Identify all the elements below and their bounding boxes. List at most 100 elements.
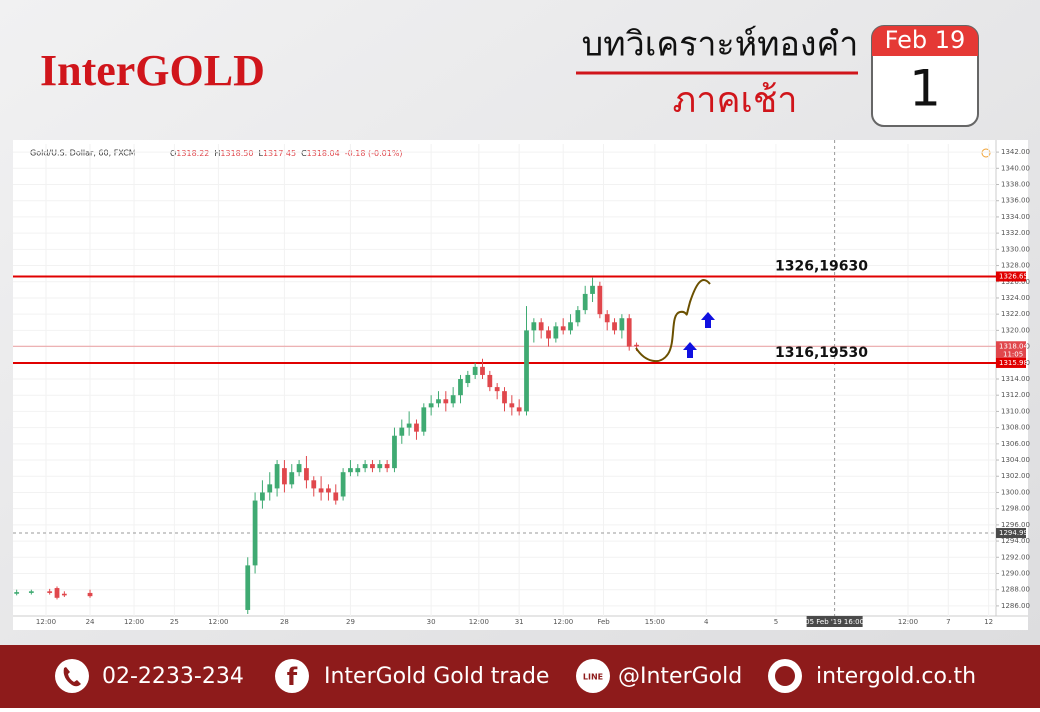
- x-tick-label: 12:00: [553, 618, 573, 626]
- candle-body: [311, 480, 317, 489]
- candle-body: [582, 293, 588, 311]
- legend-key: O: [170, 149, 176, 158]
- footer: 02-2233-234 f InterGold Gold trade LINE …: [0, 645, 1040, 708]
- x-tick-label: 12:00: [36, 618, 56, 626]
- x-tick-label: 12:00: [898, 618, 918, 626]
- x-tick-label: 30: [427, 618, 436, 626]
- footer-phone: 02-2233-234: [102, 664, 244, 689]
- candle-body: [619, 318, 625, 331]
- y-tick-label: 1304.00: [1001, 456, 1030, 464]
- svg-text:LINE: LINE: [583, 673, 603, 682]
- candle-body: [509, 403, 515, 408]
- plot: 1286.00 1288.00 1290.00 1292.00 1294.00 1296.…: [13, 140, 1030, 627]
- candle-body: [289, 472, 295, 485]
- candle-body: [304, 468, 309, 481]
- legend-key: L: [259, 149, 264, 158]
- y-tick-label: 1340.00: [1001, 164, 1030, 172]
- x-tick-label: 28: [280, 618, 289, 626]
- legend-value: 1318.22: [176, 149, 209, 158]
- level-tag-label: 1315.98: [999, 359, 1028, 367]
- chart-panel: [13, 140, 1028, 630]
- candle-body: [531, 322, 537, 331]
- candle-body: [252, 500, 258, 566]
- y-tick-label: 1288.00: [1001, 586, 1030, 594]
- x-tick-label: 12:00: [208, 618, 228, 626]
- legend-key: C: [301, 149, 307, 158]
- up-arrow: [683, 342, 697, 358]
- x-tick-label: 31: [515, 618, 524, 626]
- candle-body: [487, 374, 493, 388]
- candle-body: [604, 314, 610, 323]
- candle-body: [340, 472, 346, 497]
- x-tick-label: 25: [170, 618, 179, 626]
- candle-body: [634, 344, 639, 347]
- candle-body: [553, 326, 559, 339]
- crosshair-x-label: 05 Feb '19 16:00: [805, 618, 864, 626]
- candle-body: [626, 318, 632, 347]
- calendar-month: Feb 19: [885, 26, 966, 54]
- y-tick-label: 1332.00: [1001, 229, 1030, 237]
- calendar: Feb 19 1: [871, 25, 979, 127]
- candle-body: [568, 322, 573, 331]
- y-tick-label: 1300.00: [1001, 488, 1030, 496]
- x-tick-label: 12:00: [124, 618, 144, 626]
- calendar-day: 1: [909, 60, 941, 118]
- y-tick-label: 1322.00: [1001, 310, 1030, 318]
- y-tick-label: 1334.00: [1001, 213, 1030, 221]
- candle-body: [590, 285, 595, 294]
- y-tick-label: 1326.00: [1001, 278, 1030, 286]
- up-arrow: [701, 312, 715, 328]
- candle-body: [370, 464, 375, 469]
- candle-body: [597, 285, 603, 315]
- svg-text:f: f: [287, 663, 298, 691]
- brand: InterGOLD: [40, 46, 265, 95]
- symbol: Gold/U.S. Dollar, 60, FXCM: [30, 149, 136, 158]
- candle-body: [443, 399, 449, 404]
- y-tick-label: 1294.00: [1001, 537, 1030, 545]
- y-tick-label: 1308.00: [1001, 424, 1030, 432]
- candle-body: [428, 403, 434, 408]
- candle-body: [348, 468, 353, 473]
- candle-body: [267, 484, 273, 493]
- y-tick-label: 1320.00: [1001, 326, 1030, 334]
- candle-body: [377, 464, 383, 469]
- crosshair-y-label: 1294.99: [999, 529, 1028, 537]
- y-tick-label: 1286.00: [1001, 602, 1030, 610]
- candle-body: [318, 488, 324, 493]
- legend-change: -0.18 (-0.01%): [345, 149, 403, 158]
- last-price-label: 1318.04: [999, 342, 1028, 350]
- crosshair-y-tag: [996, 528, 1026, 539]
- level-tag: [996, 271, 1026, 282]
- legend-value: 1318.04: [307, 149, 340, 158]
- candle-body: [450, 395, 456, 404]
- candle-body: [296, 464, 302, 473]
- candle-body: [47, 591, 53, 593]
- x-tick-label: 29: [346, 618, 355, 626]
- candle-body: [333, 492, 339, 501]
- x-tick-label: 12:00: [469, 618, 489, 626]
- y-tick-label: 1292.00: [1001, 553, 1030, 561]
- candle-body: [502, 391, 507, 404]
- y-tick-label: 1330.00: [1001, 245, 1030, 253]
- candle-body: [516, 407, 522, 412]
- candle-body: [274, 464, 280, 489]
- x-tick-label: 24: [86, 618, 95, 626]
- candle-body: [245, 565, 251, 610]
- candle-body: [406, 423, 412, 428]
- candle-body: [14, 592, 20, 594]
- y-tick-label: 1290.00: [1001, 569, 1030, 577]
- subtitle: ภาคเช้า: [673, 80, 798, 121]
- forecast-curve: [635, 279, 711, 363]
- last-price-tag: [996, 341, 1026, 360]
- footer-line: @InterGold: [618, 664, 742, 689]
- candle-body: [494, 387, 500, 392]
- x-tick-label: 15:00: [645, 618, 665, 626]
- x-tick-label: 4: [704, 618, 709, 626]
- candle-body: [392, 435, 397, 469]
- y-tick-label: 1296.00: [1001, 521, 1030, 529]
- legend-value: 1318.50: [220, 149, 253, 158]
- legend-key: H: [214, 149, 220, 158]
- candle-body: [546, 330, 551, 339]
- y-tick-label: 1314.00: [1001, 375, 1030, 383]
